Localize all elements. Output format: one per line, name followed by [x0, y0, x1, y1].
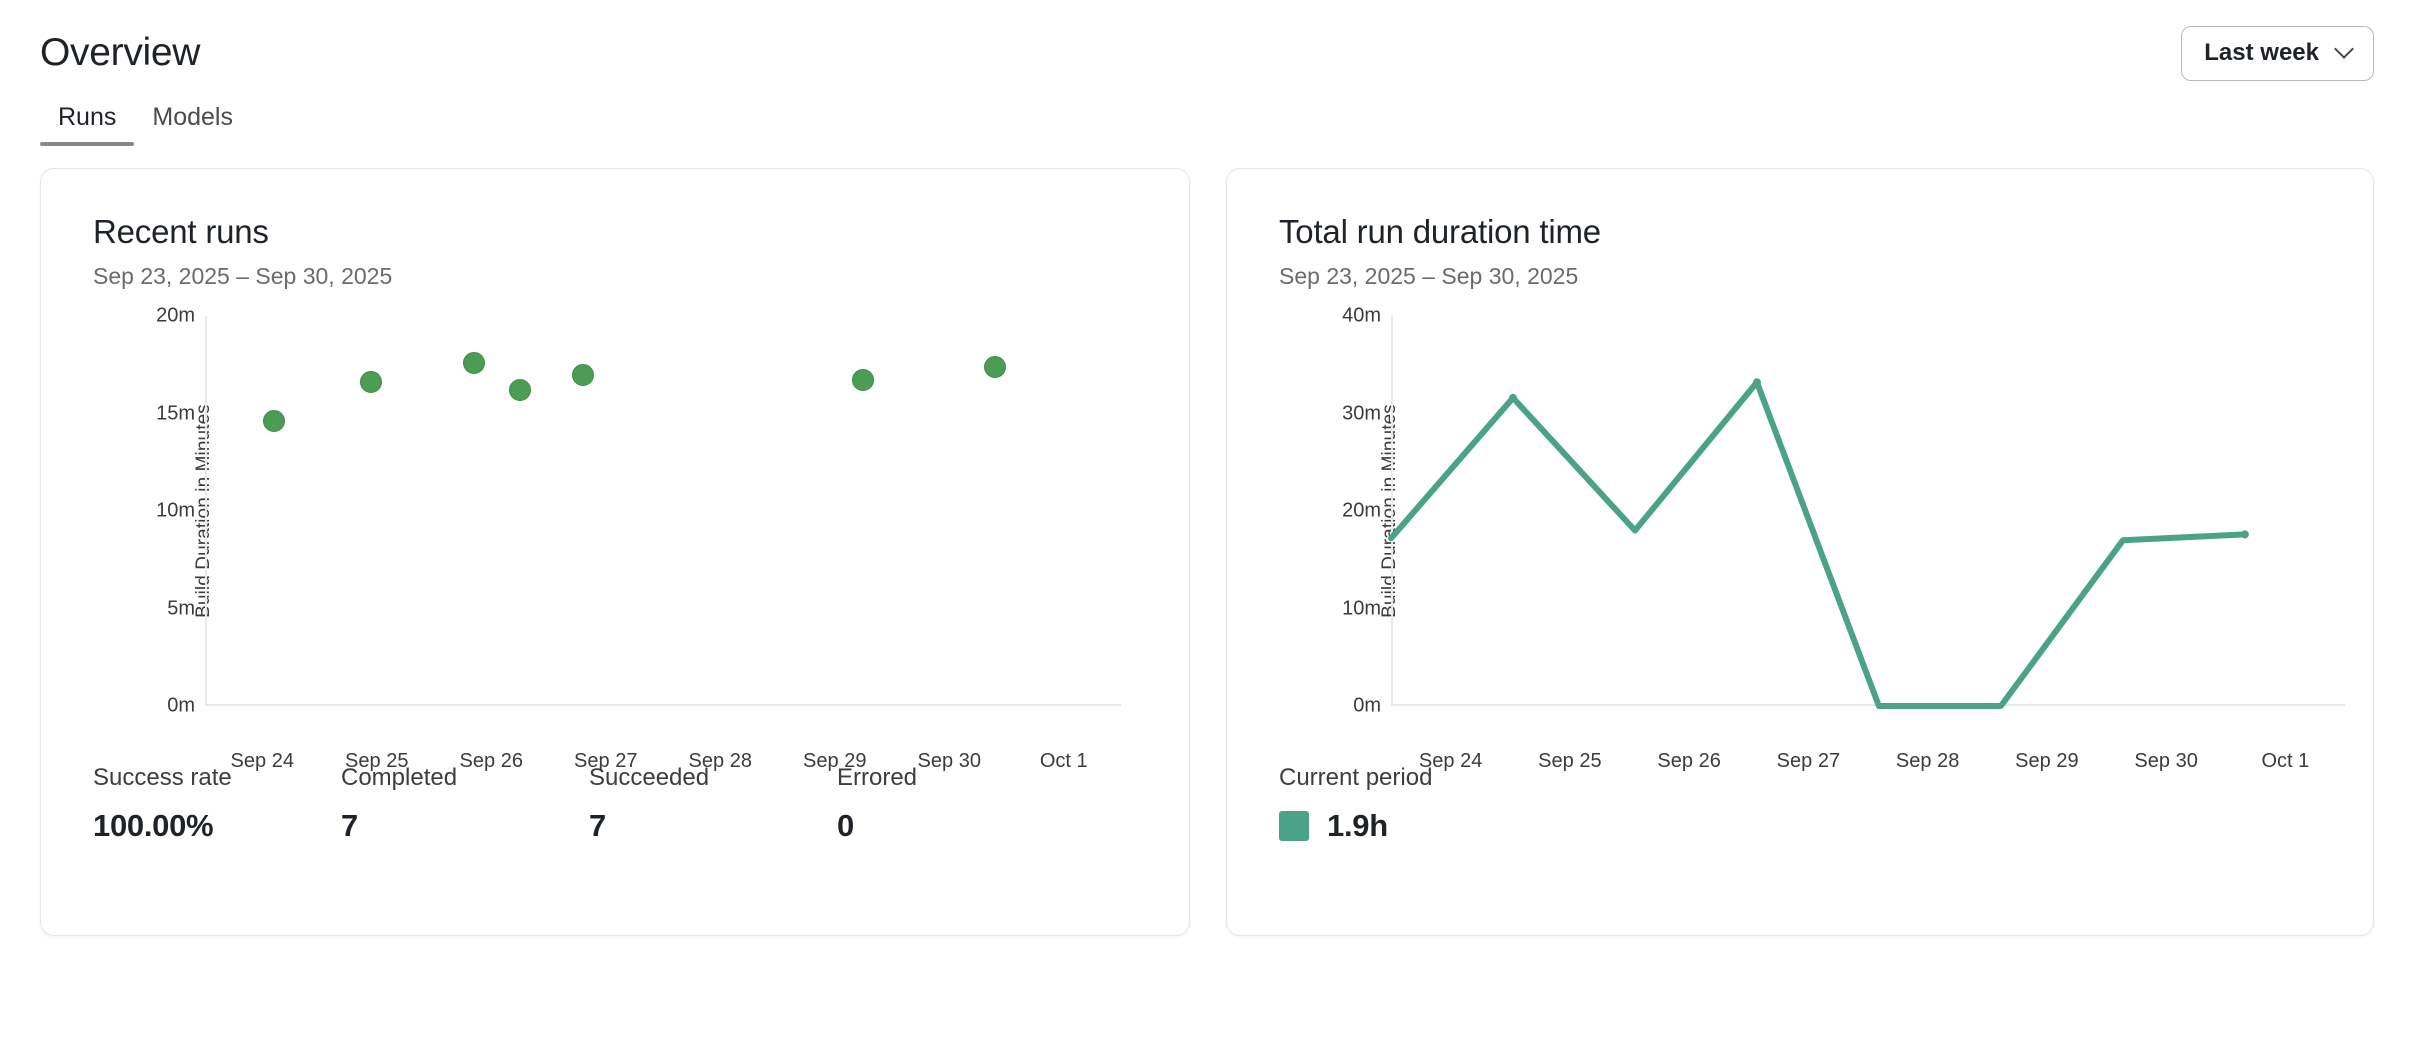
x-tick-label: Sep 25: [345, 750, 409, 772]
stat-success-rate: Success rate 100.00%: [93, 764, 341, 844]
y-tick-label: 15m: [156, 402, 195, 424]
recent-runs-stats: Success rate 100.00% Completed 7 Succeed…: [41, 706, 1189, 844]
scatter-point[interactable]: [571, 363, 594, 386]
cards-container: Recent runs Sep 23, 2025 – Sep 30, 2025 …: [40, 168, 2374, 936]
line-vertex: [1508, 393, 1517, 402]
page-header: Overview Last week: [40, 0, 2374, 84]
recent-runs-y-axis-line: [205, 316, 207, 706]
total-duration-chart: Build Duration in Minutes 0m 10m 20m 30m 40m…: [1227, 305, 2373, 772]
x-tick-label: Sep 27: [574, 750, 638, 772]
stat-value: 7: [589, 808, 606, 843]
total-duration-legend: Current period 1.9h: [1227, 706, 2373, 844]
stat-value: 7: [341, 808, 358, 843]
stat-label: Succeeded: [589, 764, 710, 791]
y-tick-label: 40m: [1342, 304, 1381, 327]
tab-models[interactable]: Models: [152, 103, 233, 131]
chevron-down-icon: [2337, 42, 2353, 58]
stat-value: 0: [837, 808, 854, 843]
x-tick-label: Sep 26: [459, 750, 523, 772]
recent-runs-plot-area: Sep 24 Sep 25 Sep 26 Sep 27 Sep 28 Sep 29 Sep …: [205, 316, 1121, 772]
stat-value: 100.00%: [93, 808, 214, 843]
y-tick-label: 10m: [156, 499, 195, 522]
card-recent-runs: Recent runs Sep 23, 2025 – Sep 30, 2025 …: [40, 168, 1190, 936]
page-title: Overview: [40, 30, 201, 74]
total-duration-subtitle: Sep 23, 2025 – Sep 30, 2025: [1279, 263, 1579, 289]
tab-bar-divider: [40, 144, 2374, 146]
line-path: [1388, 379, 2248, 709]
total-duration-title: Total run duration time: [1279, 213, 1601, 250]
time-range-dropdown[interactable]: Last week: [2181, 25, 2374, 81]
stat-label: Errored: [837, 764, 918, 791]
legend-value: 1.9h: [1327, 808, 1388, 843]
scatter-point[interactable]: [262, 410, 285, 433]
recent-runs-x-axis-line: [205, 704, 1121, 706]
scatter-point[interactable]: [463, 351, 486, 374]
x-tick-label: Sep 28: [1895, 750, 1960, 772]
y-tick-label: 30m: [1342, 402, 1381, 424]
recent-runs-subtitle: Sep 23, 2025 – Sep 30, 2025: [93, 263, 393, 289]
stat-succeeded: Succeeded 7: [589, 764, 837, 844]
stat-label: Success rate: [93, 764, 232, 791]
x-tick-label: Sep 30: [2134, 750, 2198, 772]
recent-runs-chart: Build Duration in Minutes 0m 5m 10m 15m 20m …: [41, 305, 1189, 772]
x-tick-label: Sep 26: [1657, 750, 1721, 772]
card-total-run-duration: Total run duration time Sep 23, 2025 – S…: [1226, 168, 2374, 936]
x-tick-label: Oct 1: [1039, 750, 1088, 772]
x-tick-label: Oct 1: [2261, 750, 2310, 772]
stat-completed: Completed 7: [341, 764, 589, 844]
scatter-point[interactable]: [360, 371, 383, 394]
y-tick-label: 5m: [167, 597, 195, 619]
x-tick-label: Sep 24: [230, 750, 294, 772]
x-tick-label: Sep 27: [1776, 750, 1841, 772]
y-tick-label: 20m: [156, 304, 195, 327]
stat-label: Completed: [341, 764, 458, 791]
legend-row: 1.9h: [1279, 808, 1432, 844]
y-tick-label: 20m: [1342, 499, 1381, 522]
legend-color-swatch: [1279, 811, 1309, 841]
recent-runs-title: Recent runs: [93, 213, 269, 250]
total-duration-plot-area: Sep 24 Sep 25 Sep 26 Sep 27 Sep 28 Sep 29 Sep …: [1388, 316, 2345, 772]
total-duration-y-axis-line: [1391, 316, 1393, 706]
scatter-point[interactable]: [852, 369, 875, 392]
y-tick-label: 0m: [1353, 694, 1381, 717]
total-duration-y-ticks: 0m 10m 20m 30m 40m: [1315, 305, 1391, 717]
x-tick-label: Sep 24: [1418, 750, 1483, 772]
x-tick-label: Sep 25: [1538, 750, 1602, 772]
total-duration-line-series: [1388, 378, 2249, 709]
scatter-point[interactable]: [508, 379, 531, 402]
x-tick-label: Sep 29: [803, 750, 867, 772]
legend-label: Current period: [1279, 764, 1433, 791]
scatter-point[interactable]: [984, 355, 1007, 378]
x-tick-label: Sep 29: [2015, 750, 2079, 772]
line-vertex: [1752, 378, 1761, 387]
time-range-label: Last week: [2204, 38, 2319, 66]
tab-runs[interactable]: Runs: [40, 105, 135, 146]
line-vertex: [2240, 530, 2249, 539]
legend-current-period: Current period 1.9h: [1279, 764, 1432, 844]
recent-runs-y-ticks: 0m 5m 10m 15m 20m: [129, 305, 205, 717]
tab-bar: Runs Models: [40, 84, 2374, 146]
total-duration-x-axis-line: [1391, 704, 2345, 706]
stat-errored: Errored 0: [837, 764, 1085, 844]
x-tick-label: Sep 30: [917, 750, 981, 772]
x-tick-label: Sep 28: [688, 750, 752, 772]
y-tick-label: 10m: [1342, 597, 1381, 619]
y-tick-label: 0m: [167, 694, 195, 717]
